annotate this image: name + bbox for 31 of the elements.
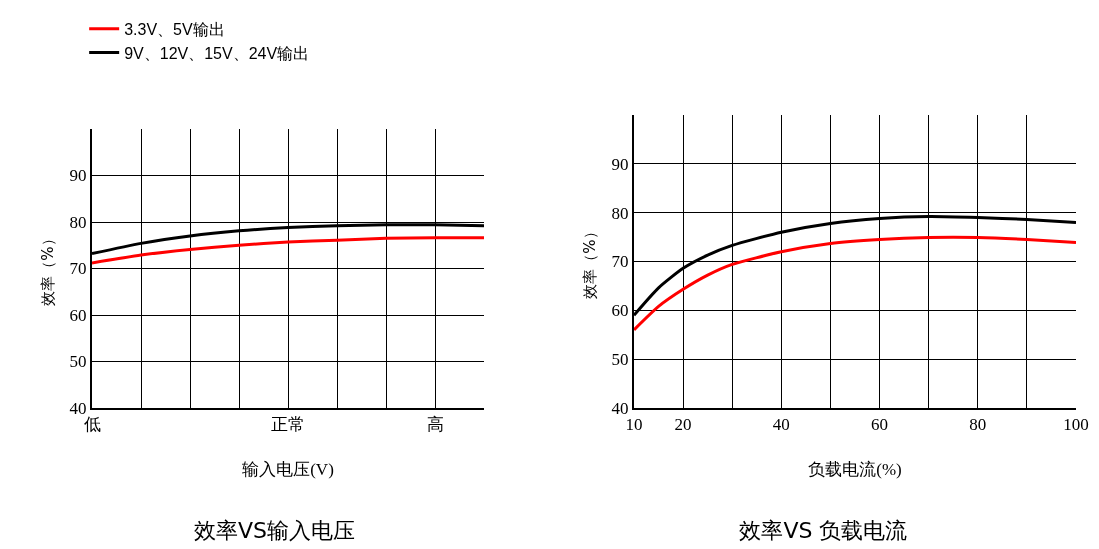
x-tick-label: 正常 (271, 415, 305, 435)
y-tick-label: 90 (69, 166, 87, 186)
x-tick-label: 60 (871, 415, 889, 435)
y-tick-label: 40 (69, 398, 87, 418)
legend-label: 9V、12V、15V、24V输出 (124, 44, 310, 62)
x-tick-label: 10 (625, 415, 643, 435)
y-tick-label: 80 (69, 212, 87, 232)
y-tick-label: 80 (611, 203, 629, 223)
x-axis-title: 输入电压(V) (242, 460, 334, 480)
line-series (92, 236, 484, 265)
y-tick-label: 40 (611, 398, 629, 418)
y-tick-label: 90 (611, 154, 629, 174)
y-tick-label: 60 (611, 301, 629, 321)
y-tick-label: 50 (611, 350, 629, 370)
y-axis-title: 效率（%） (581, 224, 600, 299)
line-series (634, 235, 1076, 332)
y-tick-label: 60 (69, 305, 87, 325)
text: 效率VS 负载电流 (739, 518, 908, 544)
x-tick-label: 100 (1063, 415, 1089, 435)
x-tick-label: 40 (772, 415, 790, 435)
x-tick-label: 低 (83, 415, 101, 435)
x-axis-title: 负载电流(%) (808, 460, 902, 480)
x-tick-label: 20 (674, 415, 692, 435)
x-tick-label: 高 (426, 415, 444, 435)
legend-label: 3.3V、5V输出 (124, 20, 225, 38)
text: 效率VS输入电压 (193, 518, 356, 544)
y-tick-label: 70 (611, 252, 629, 272)
y-tick-label: 50 (69, 352, 87, 372)
y-axis-title: 效率（%） (39, 231, 58, 306)
x-tick-label: 80 (969, 415, 987, 435)
y-tick-label: 70 (69, 259, 87, 279)
